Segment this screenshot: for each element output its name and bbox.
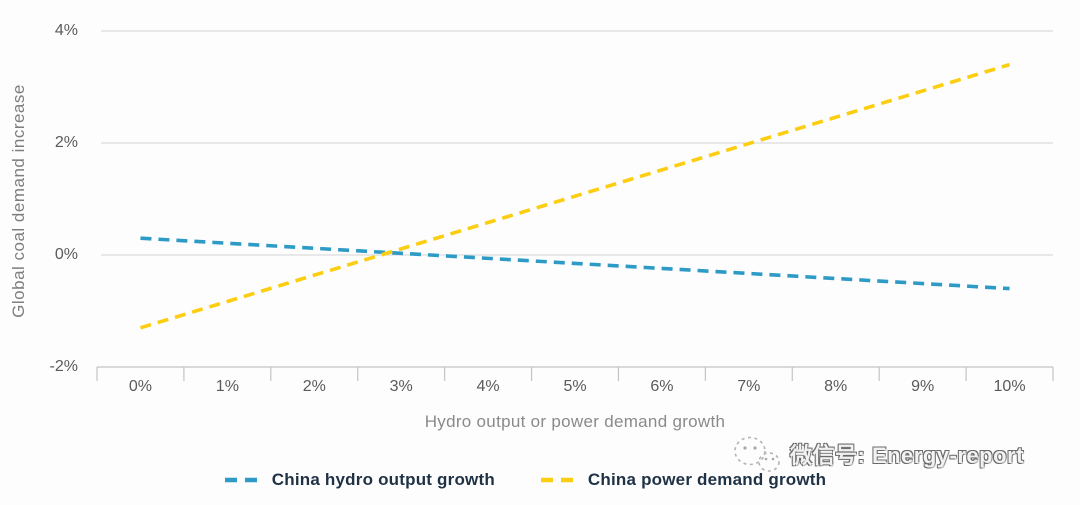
x-tick-label: 2% — [302, 378, 326, 395]
y-tick-label: 0% — [54, 246, 78, 263]
legend-label-hydro: China hydro output growth — [271, 470, 495, 489]
watermark-text: 微信号: Energy-report — [790, 443, 1024, 468]
chart-legend: China hydro output growth China power de… — [90, 470, 960, 490]
x-tick-label: 5% — [563, 378, 587, 395]
legend-label-power: China power demand growth — [587, 470, 827, 489]
x-tick-label: 4% — [476, 378, 500, 395]
y-tick-label: -2% — [49, 358, 78, 375]
x-tick-label: 1% — [215, 378, 239, 395]
series-line-china-hydro-output-growth — [140, 236, 1010, 291]
wechat-logo-icon — [734, 436, 780, 472]
series-line-china-power-demand-growth — [139, 62, 1011, 330]
x-tick-label: 10% — [993, 378, 1026, 395]
x-tick-label: 0% — [128, 378, 153, 395]
y-tick-label: 2% — [54, 134, 78, 151]
y-tick-label: 4% — [54, 22, 78, 39]
x-tick-label: 9% — [911, 378, 935, 395]
dashed-line-swatch-icon — [224, 477, 259, 483]
x-tick-label: 7% — [737, 378, 761, 395]
dashed-line-swatch-icon — [540, 477, 575, 483]
x-tick-label: 6% — [650, 378, 674, 395]
legend-item-power: China power demand growth — [540, 470, 826, 490]
x-axis-title: Hydro output or power demand growth — [424, 412, 726, 431]
watermark: 微信号: Energy-report — [726, 428, 1024, 480]
x-tick-label: 8% — [824, 378, 848, 395]
x-tick-label: 3% — [389, 378, 413, 395]
legend-item-hydro: China hydro output growth — [224, 470, 495, 490]
y-axis-title: Global coal demand increase — [9, 84, 28, 318]
